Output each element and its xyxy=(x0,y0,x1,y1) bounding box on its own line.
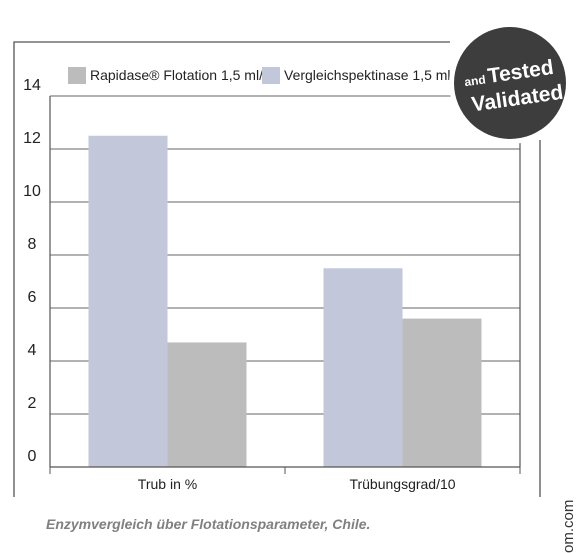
bar-rapidase xyxy=(167,342,247,467)
legend-swatch xyxy=(262,67,280,84)
x-tick-label: Trübungsgrad/10 xyxy=(349,476,455,492)
chart-frame xyxy=(13,41,541,497)
y-tick-label: 8 xyxy=(28,236,37,253)
axes xyxy=(49,96,521,474)
y-tick-label: 4 xyxy=(28,342,37,359)
badge-and-text: and xyxy=(463,72,486,89)
frame-left-top xyxy=(13,41,450,497)
y-tick-label: 10 xyxy=(23,183,41,200)
bar-vergleichspektinase xyxy=(88,135,168,467)
badge-seal xyxy=(454,27,566,139)
side-url-fragment: om.com xyxy=(560,499,577,553)
y-tick-labels: 0 2 4 6 8 10 12 14 xyxy=(23,77,41,465)
bars xyxy=(88,135,482,467)
x-tick-labels: Trub in % Trübungsgrad/10 xyxy=(138,476,456,492)
bar-rapidase xyxy=(402,318,482,467)
x-tick-label: Trub in % xyxy=(138,476,197,492)
y-tick-label: 14 xyxy=(23,77,41,94)
legend: Rapidase® Flotation 1,5 ml/hl Vergleichsp… xyxy=(68,67,465,84)
y-tick-label: 0 xyxy=(28,448,37,465)
legend-label: Vergleichspektinase 1,5 ml/hl xyxy=(284,67,465,83)
y-tick-label: 2 xyxy=(28,395,37,412)
y-tick-label: 6 xyxy=(28,289,37,306)
figure-caption: Enzymvergleich über Flotationsparameter,… xyxy=(46,516,371,532)
legend-label: Rapidase® Flotation 1,5 ml/hl xyxy=(90,67,274,83)
bar-vergleichspektinase xyxy=(323,268,403,467)
y-tick-label: 12 xyxy=(23,130,41,147)
legend-swatch xyxy=(68,67,86,84)
tested-validated-badge: and Tested Validated xyxy=(449,22,571,144)
